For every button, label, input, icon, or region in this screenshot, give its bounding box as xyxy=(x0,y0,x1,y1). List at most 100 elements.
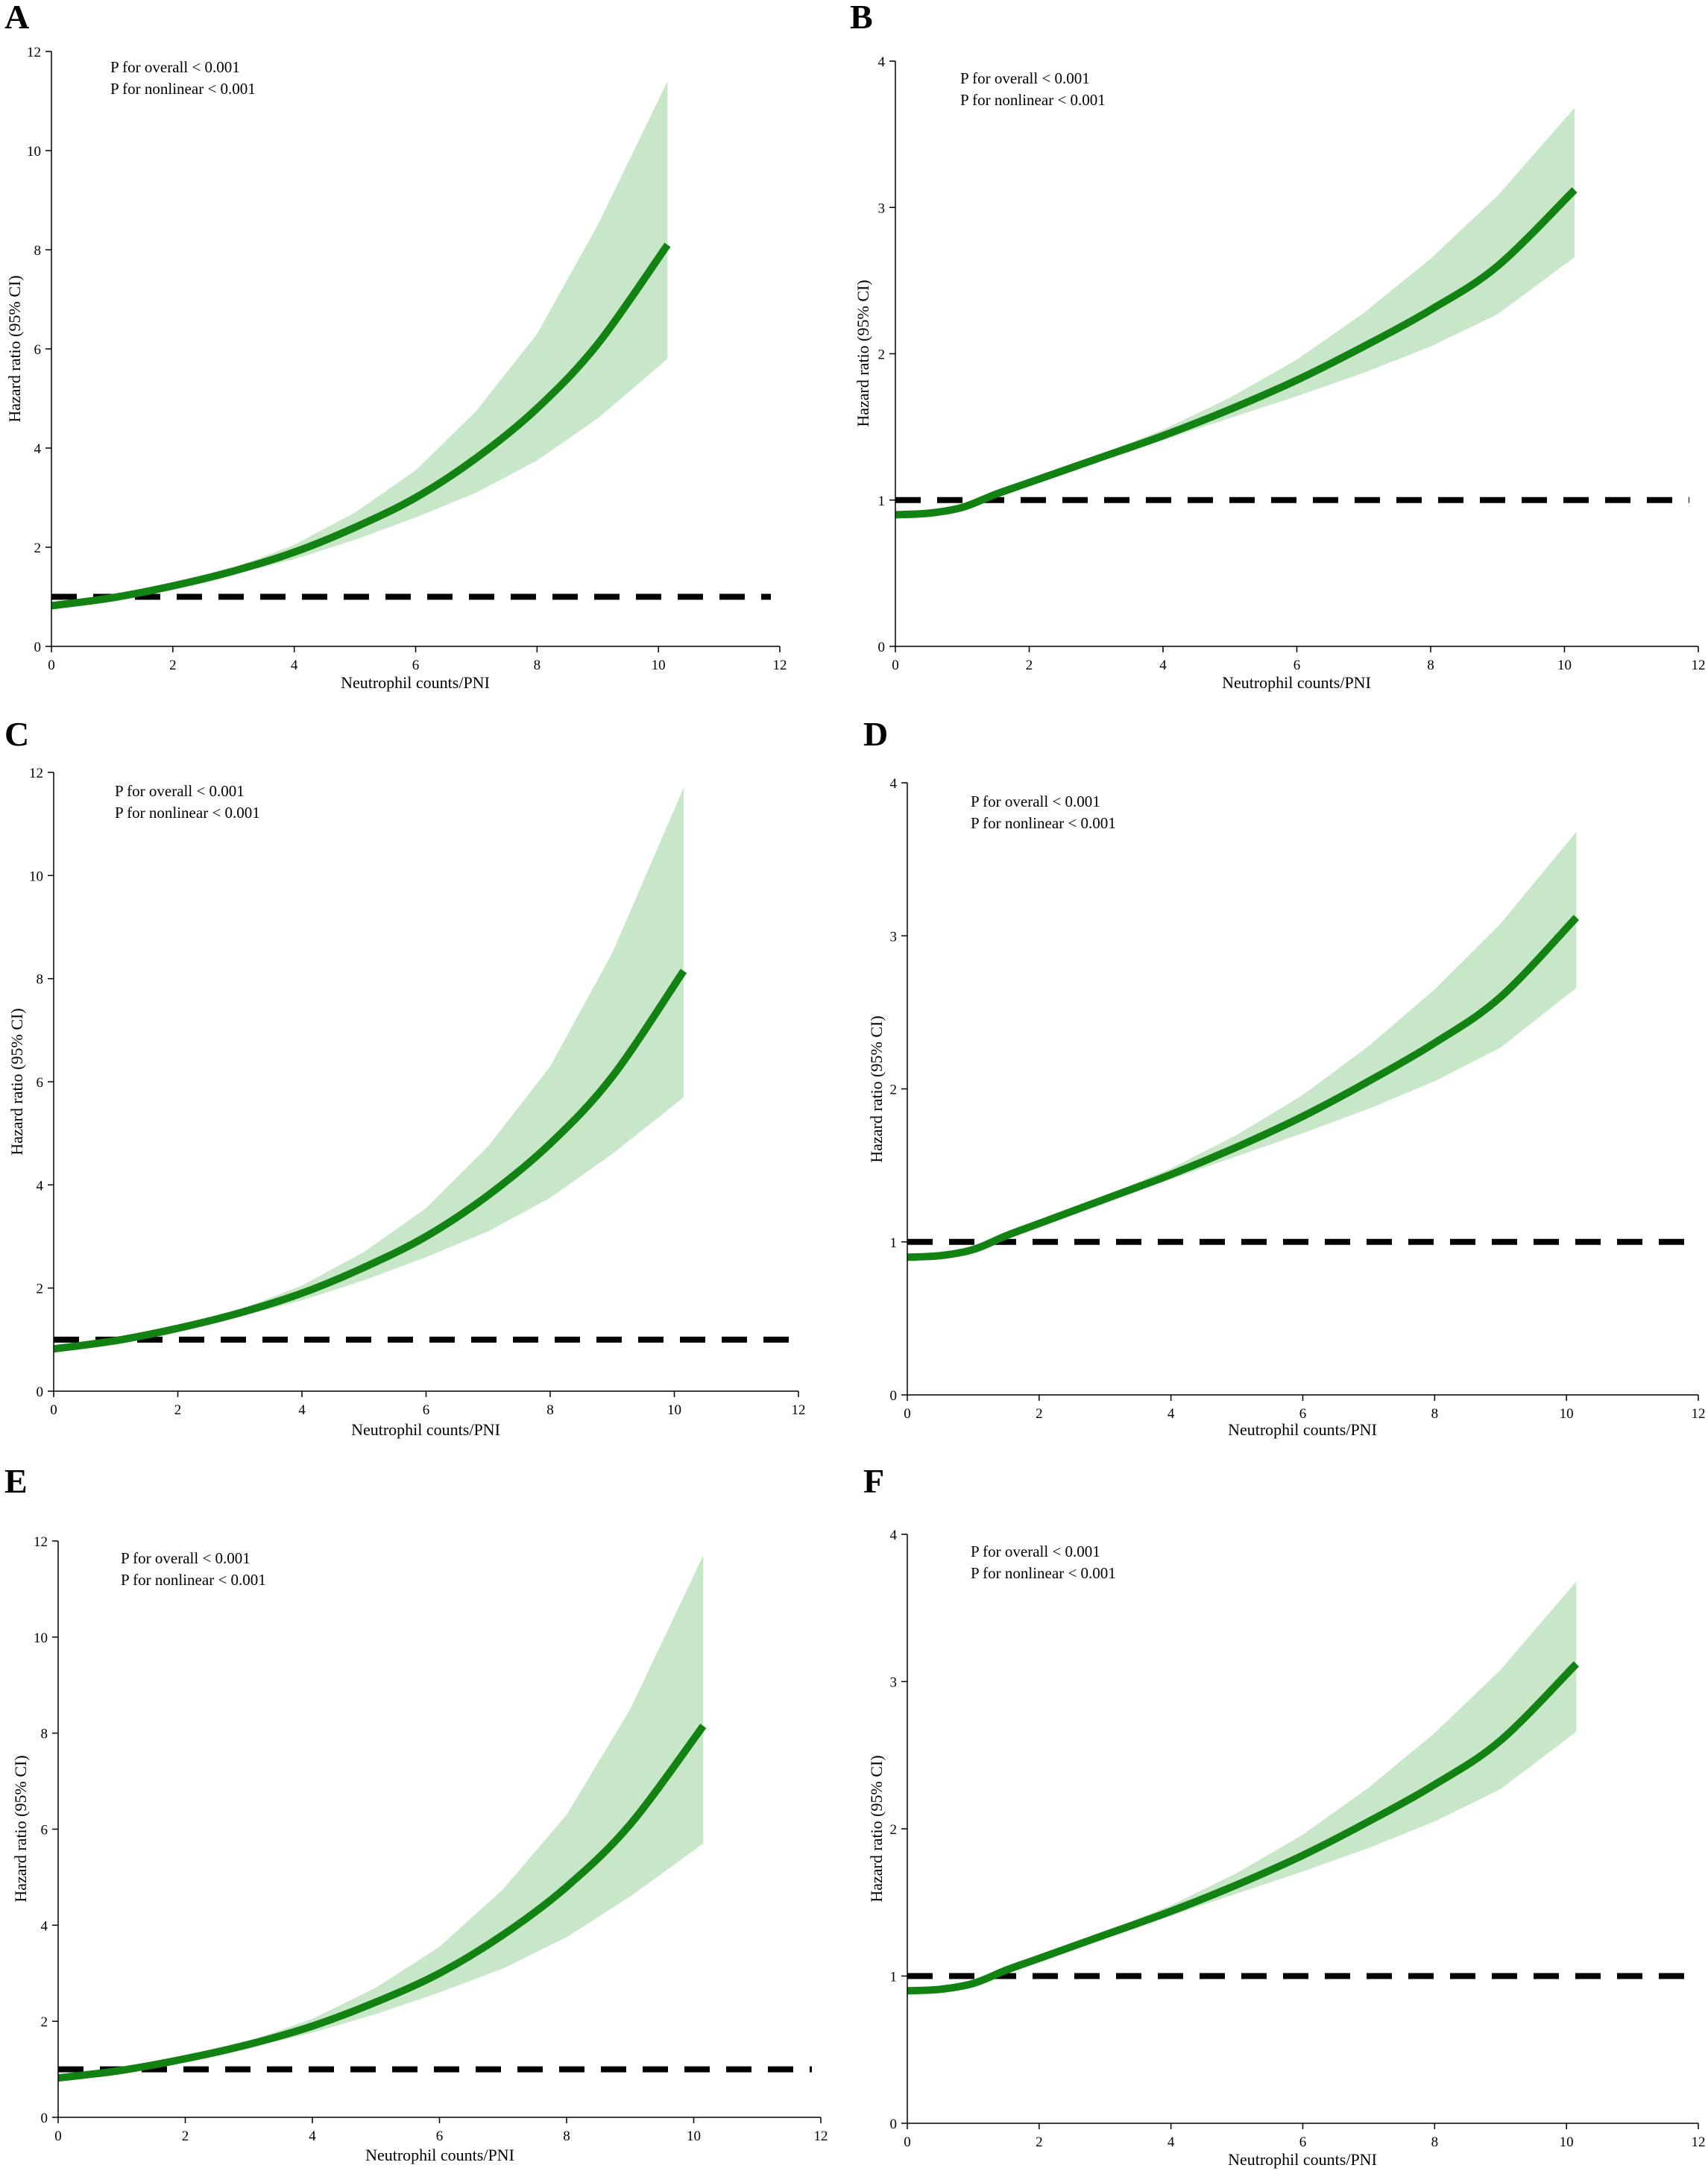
y-tick-label: 0 xyxy=(37,1384,44,1400)
x-tick-label: 10 xyxy=(1560,1406,1574,1422)
x-tick-label: 10 xyxy=(1560,2134,1574,2150)
y-axis-label: Hazard ratio (95% CI) xyxy=(867,1755,886,1902)
y-tick-label: 4 xyxy=(878,54,886,70)
x-tick-label: 4 xyxy=(298,1402,306,1418)
panel-letter: F xyxy=(863,1462,884,1500)
y-tick-label: 12 xyxy=(27,45,41,60)
y-tick-label: 10 xyxy=(29,869,43,884)
x-tick-label: 12 xyxy=(792,1402,806,1418)
x-tick-label: 2 xyxy=(182,2129,189,2144)
y-tick-label: 2 xyxy=(890,1822,898,1838)
x-tick-label: 8 xyxy=(1427,658,1434,673)
y-axis-label: Hazard ratio (95% CI) xyxy=(11,1755,30,1902)
x-tick-label: 6 xyxy=(423,1402,430,1418)
y-axis-label: Hazard ratio (95% CI) xyxy=(867,1015,886,1162)
hazard-ratio-curve xyxy=(895,187,1578,519)
y-axis-label: Hazard ratio (95% CI) xyxy=(5,275,24,422)
confidence-band xyxy=(58,1555,704,2080)
x-tick-label: 2 xyxy=(174,1402,182,1418)
x-tick-label: 2 xyxy=(1036,2134,1043,2150)
x-axis-label: Neutrophil counts/PNI xyxy=(365,2146,514,2164)
p-value-annotation: P for overall < 0.001 xyxy=(110,58,240,76)
x-tick-label: 8 xyxy=(1431,1406,1439,1422)
y-tick-label: 2 xyxy=(34,541,42,556)
panel-c: C 0 2 4 6 8 10 12 0 2 4 6 8 10 12 Neutrophil counts/PNI… xyxy=(4,715,806,1439)
x-tick-label: 12 xyxy=(814,2129,828,2144)
y-tick-label: 0 xyxy=(890,1388,898,1404)
y-tick-label: 0 xyxy=(34,640,42,655)
y-tick-label: 4 xyxy=(37,1178,44,1194)
x-tick-label: 2 xyxy=(169,658,177,673)
x-tick-label: 8 xyxy=(546,1402,554,1418)
panel-letter: E xyxy=(4,1462,28,1500)
y-tick-label: 6 xyxy=(34,342,42,358)
x-tick-label: 8 xyxy=(563,2129,570,2144)
confidence-band xyxy=(895,107,1575,518)
panel-a: A 0 2 4 6 8 10 12 0 2 4 6 8 10 12 Neutrophil counts/PNI… xyxy=(4,0,787,692)
y-tick-label: 4 xyxy=(41,1918,48,1934)
y-tick-label: 8 xyxy=(34,243,42,259)
panel-e: E 0 2 4 6 8 10 12 0 2 4 6 8 10 12 Neutrophil counts/PNI… xyxy=(4,1462,828,2164)
x-tick-label: 0 xyxy=(54,2129,62,2144)
x-tick-label: 6 xyxy=(412,658,420,673)
y-tick-label: 4 xyxy=(890,1528,898,1543)
p-value-annotation: P for nonlinear < 0.001 xyxy=(971,814,1116,832)
y-tick-label: 10 xyxy=(27,144,41,160)
y-tick-label: 3 xyxy=(878,201,886,216)
panel-letter: A xyxy=(4,0,29,36)
x-tick-label: 2 xyxy=(1036,1406,1043,1422)
y-tick-label: 8 xyxy=(41,1727,48,1742)
confidence-band xyxy=(907,831,1577,1261)
p-value-annotation: P for overall < 0.001 xyxy=(960,69,1090,87)
y-axis-label: Hazard ratio (95% CI) xyxy=(7,1008,26,1155)
x-tick-label: 4 xyxy=(291,658,298,673)
x-tick-label: 0 xyxy=(904,1406,911,1422)
x-tick-label: 10 xyxy=(667,1402,681,1418)
x-tick-label: 10 xyxy=(1557,658,1572,673)
x-tick-label: 8 xyxy=(534,658,541,673)
p-value-annotation: P for overall < 0.001 xyxy=(115,782,245,800)
x-tick-label: 2 xyxy=(1026,658,1033,673)
x-axis-label: Neutrophil counts/PNI xyxy=(1228,1420,1377,1439)
confidence-band xyxy=(54,787,684,1351)
p-value-annotation: P for overall < 0.001 xyxy=(971,793,1100,810)
x-tick-label: 4 xyxy=(1167,1406,1175,1422)
y-tick-label: 3 xyxy=(890,1675,898,1691)
y-tick-label: 2 xyxy=(878,347,886,363)
p-value-annotation: P for nonlinear < 0.001 xyxy=(960,91,1106,109)
y-tick-label: 1 xyxy=(890,1235,898,1251)
x-tick-label: 10 xyxy=(652,658,666,673)
x-axis-label: Neutrophil counts/PNI xyxy=(341,673,490,692)
x-tick-label: 0 xyxy=(892,658,899,673)
x-tick-label: 10 xyxy=(687,2129,701,2144)
hazard-ratio-curve xyxy=(57,1724,707,2082)
y-tick-label: 4 xyxy=(34,441,42,457)
x-tick-label: 4 xyxy=(1167,2134,1175,2150)
y-tick-label: 2 xyxy=(37,1282,44,1297)
y-tick-label: 0 xyxy=(890,2117,898,2132)
p-value-annotation: P for nonlinear < 0.001 xyxy=(121,1571,266,1589)
p-value-annotation: P for nonlinear < 0.001 xyxy=(110,80,256,98)
p-value-annotation: P for overall < 0.001 xyxy=(971,1543,1100,1560)
y-tick-label: 0 xyxy=(41,2111,48,2126)
y-tick-label: 12 xyxy=(34,1534,48,1550)
hazard-ratio-curve xyxy=(907,915,1580,1261)
y-tick-label: 0 xyxy=(878,640,886,655)
p-value-annotation: P for overall < 0.001 xyxy=(121,1549,250,1567)
hazard-ratio-curve xyxy=(907,1661,1579,1995)
p-value-annotation: P for nonlinear < 0.001 xyxy=(115,804,260,822)
panel-letter: B xyxy=(850,0,873,36)
x-tick-label: 4 xyxy=(309,2129,316,2144)
y-tick-label: 8 xyxy=(37,972,44,988)
y-tick-label: 10 xyxy=(34,1630,48,1646)
x-tick-label: 4 xyxy=(1159,658,1167,673)
y-tick-label: 2 xyxy=(41,2014,48,2030)
y-tick-label: 1 xyxy=(878,494,886,509)
y-tick-label: 6 xyxy=(41,1823,48,1838)
confidence-band xyxy=(907,1581,1577,1994)
y-tick-label: 1 xyxy=(890,1970,898,1985)
panel-letter: C xyxy=(4,715,29,753)
